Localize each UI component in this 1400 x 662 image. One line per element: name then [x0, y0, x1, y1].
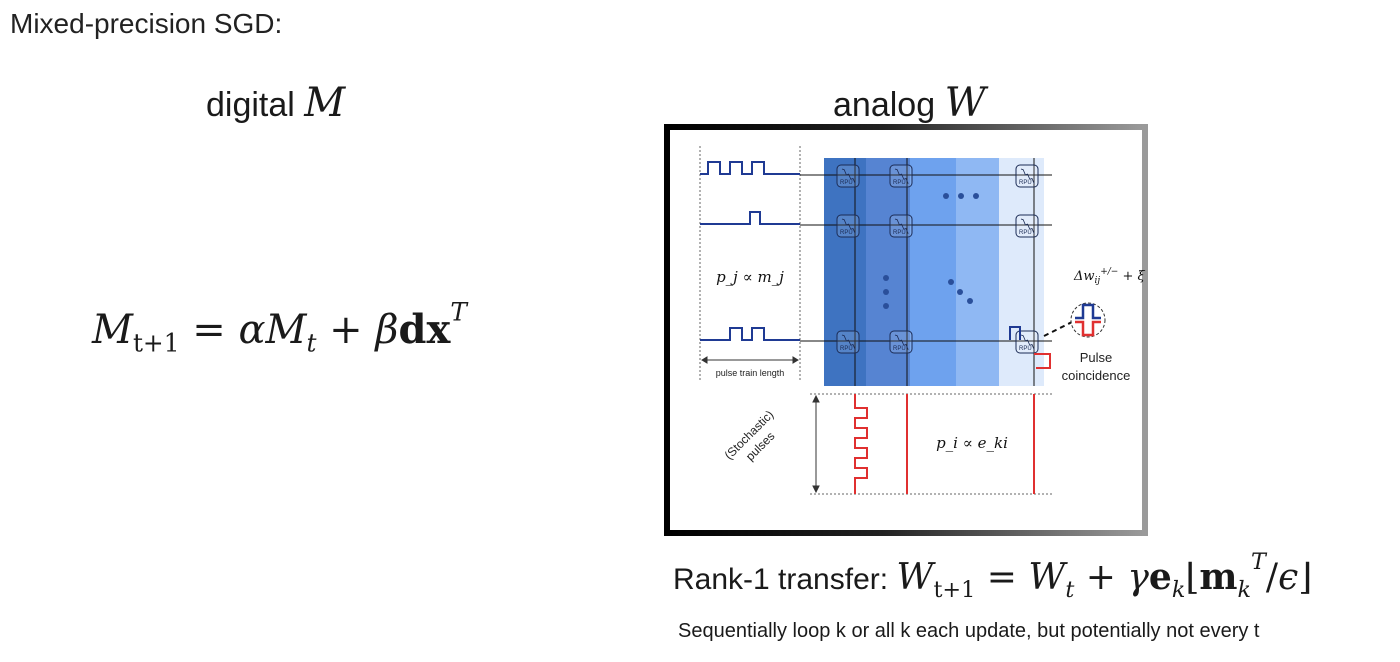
column-shade-5	[999, 158, 1044, 386]
digital-word: digital	[206, 86, 295, 124]
rpu-label: RPU	[1019, 230, 1032, 236]
footnote: Sequentially loop k or all k each update…	[678, 620, 1260, 642]
rpu-cell: RPU	[836, 330, 860, 354]
dot-d1	[948, 279, 954, 285]
pj-label: p_j ∝ m_j	[716, 268, 784, 286]
rpu-cell: RPU	[1015, 214, 1039, 238]
pulse-train-length-label: pulse train length	[716, 368, 785, 378]
zoom-blue-pulse	[1075, 303, 1101, 320]
rpu-cell: RPU	[836, 214, 860, 238]
rpu-label: RPU	[840, 180, 853, 186]
delta-w-label: Δwij+/− + ξ	[1073, 267, 1145, 286]
slide-title: Mixed-precision SGD:	[10, 8, 283, 39]
dot-v1	[883, 275, 889, 281]
dot-h1	[943, 193, 949, 199]
column-shade-2	[866, 158, 910, 386]
rpu-cell: RPU	[889, 330, 913, 354]
rpu-cell: RPU	[1015, 164, 1039, 188]
momentum-update-equation: Mt+1 = αMt + βdxT	[92, 297, 467, 358]
rpu-label: RPU	[893, 180, 906, 186]
rpu-label: RPU	[1019, 180, 1032, 186]
rpu-cell: RPU	[889, 214, 913, 238]
pi-label: p_i ∝ e_ki	[936, 434, 1008, 452]
pulse-train-row-2	[700, 211, 800, 225]
digital-heading: digital M	[206, 80, 345, 126]
rpu-label: RPU	[893, 346, 906, 352]
rpu-label: RPU	[840, 230, 853, 236]
dot-v2	[883, 289, 889, 295]
dot-h3	[973, 193, 979, 199]
rpu-cell: RPU	[836, 164, 860, 188]
coincidence-red-pulse	[1034, 353, 1051, 369]
rpu-crossbar-diagram: pulse train length p_j ∝ m_j RPU RPU RPURP…	[699, 146, 1145, 495]
zoom-circle	[1070, 302, 1106, 338]
analog-symbol: W	[944, 80, 986, 126]
column-shade-4	[956, 158, 999, 386]
pulse-train-row-3	[700, 327, 800, 341]
zoom-connector	[1043, 319, 1077, 337]
pulse-coincidence-line1: Pulse	[1080, 350, 1113, 365]
column-shade-3	[910, 158, 956, 386]
dot-v3	[883, 303, 889, 309]
digital-symbol: M	[304, 80, 346, 126]
rpu-label: RPU	[893, 230, 906, 236]
analog-heading: analog W	[833, 80, 986, 126]
stochastic-pulse-column-1	[854, 394, 868, 494]
rpu-cell: RPU	[1015, 330, 1039, 354]
rpu-cells: RPU RPU RPU RPU RPU RPU RPU RPU RPU	[836, 164, 1039, 354]
dot-d3	[967, 298, 973, 304]
dot-h2	[958, 193, 964, 199]
rpu-label: RPU	[840, 346, 853, 352]
rpu-label: RPU	[1019, 346, 1032, 352]
dot-d2	[957, 289, 963, 295]
zoom-red-pulse	[1075, 320, 1101, 337]
rank1-prefix: Rank-1 transfer:	[673, 563, 897, 596]
coincidence-blue-pulse	[1009, 326, 1021, 340]
analog-word: analog	[833, 86, 936, 124]
pulse-coincidence-line2: coincidence	[1062, 368, 1131, 383]
pulse-train-row-1	[700, 161, 800, 175]
rank1-transfer-equation: Rank-1 transfer: Wt+1 = Wt + γek⌊mkT/ϵ⌋	[673, 548, 1313, 603]
rpu-cell: RPU	[889, 164, 913, 188]
